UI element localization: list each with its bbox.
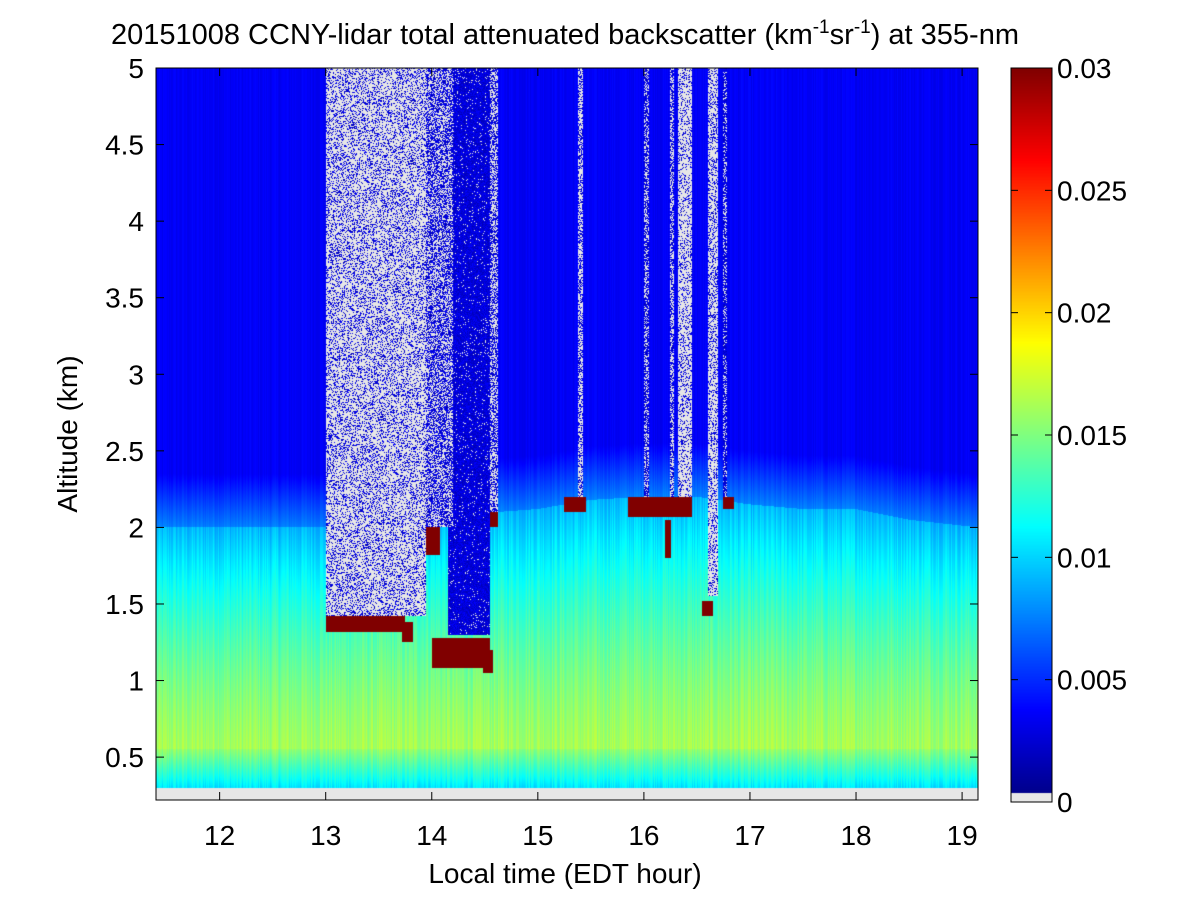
colorbar-tick-label: 0.02 xyxy=(1057,298,1112,329)
x-tick-label: 19 xyxy=(947,820,978,851)
backscatter-heatmap xyxy=(155,67,979,801)
y-tick-label: 3.5 xyxy=(105,283,144,314)
x-tick-label: 17 xyxy=(734,820,765,851)
y-tick-label: 1 xyxy=(128,666,144,697)
y-tick-label: 0.5 xyxy=(105,742,144,773)
y-tick-label: 2.5 xyxy=(105,436,144,467)
x-tick-label: 18 xyxy=(840,820,871,851)
y-tick-label: 2 xyxy=(128,512,144,543)
x-tick-label: 13 xyxy=(310,820,341,851)
colorbar-tick-label: 0.03 xyxy=(1057,53,1112,84)
colorbar-tick-label: 0 xyxy=(1057,787,1073,818)
y-tick-label: 5 xyxy=(128,53,144,84)
x-tick-label: 14 xyxy=(416,820,447,851)
colorbar-ticks: 0 0.005 0.01 0.015 0.02 0.025 0.03 xyxy=(1011,53,1127,818)
x-axis: 12 13 14 15 16 17 18 19 xyxy=(204,68,978,851)
y-tick-label: 4 xyxy=(128,206,144,237)
plot-frame xyxy=(155,67,979,801)
y-axis: 0.5 1 1.5 2 2.5 3 3.5 4 4.5 5 xyxy=(105,53,978,773)
y-axis-label: Altitude (km) xyxy=(52,355,83,512)
y-tick-label: 3 xyxy=(128,359,144,390)
colorbar-tick-label: 0.025 xyxy=(1057,175,1127,206)
y-tick-label: 4.5 xyxy=(105,130,144,161)
y-tick-label: 1.5 xyxy=(105,589,144,620)
colorbar-tick-label: 0.01 xyxy=(1057,542,1112,573)
chart-title: 20151008 CCNY-lidar total attenuated bac… xyxy=(111,17,1019,51)
x-tick-label: 16 xyxy=(628,820,659,851)
x-tick-label: 12 xyxy=(204,820,235,851)
x-tick-label: 15 xyxy=(522,820,553,851)
colorbar-tick-label: 0.015 xyxy=(1057,420,1127,451)
x-axis-label: Local time (EDT hour) xyxy=(428,858,701,889)
colorbar-tick-label: 0.005 xyxy=(1057,665,1127,696)
